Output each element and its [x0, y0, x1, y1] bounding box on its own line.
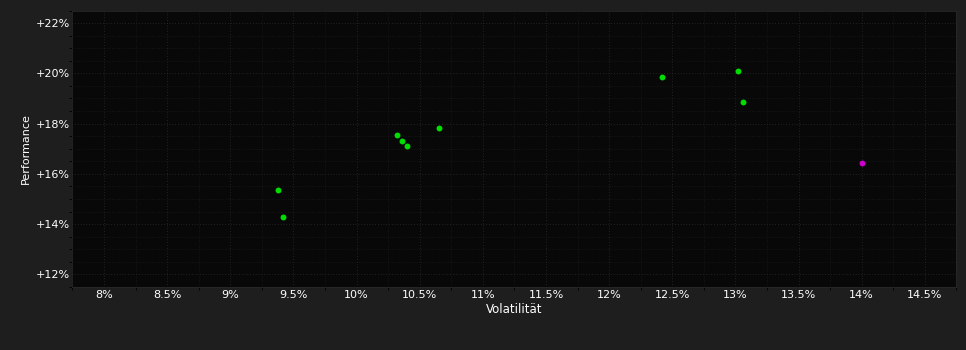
- Point: [394, 138, 410, 144]
- Point: [270, 188, 286, 193]
- Point: [275, 214, 291, 219]
- Y-axis label: Performance: Performance: [21, 113, 31, 184]
- Point: [399, 143, 414, 148]
- Point: [730, 68, 746, 74]
- X-axis label: Volatilität: Volatilität: [486, 302, 543, 316]
- Point: [389, 132, 405, 138]
- Point: [735, 99, 751, 105]
- Point: [431, 125, 446, 131]
- Point: [654, 74, 669, 80]
- Point: [854, 160, 869, 166]
